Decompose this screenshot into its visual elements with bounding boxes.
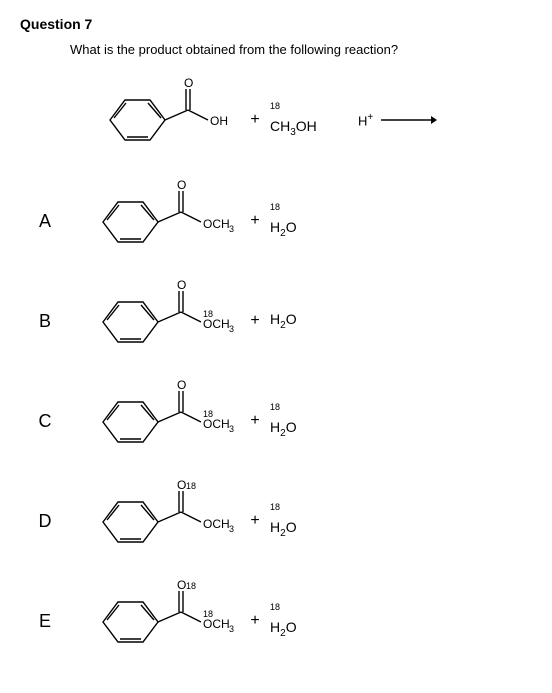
svg-text:O: O [184, 76, 193, 90]
svg-text:OCH: OCH [203, 317, 230, 331]
option-byproduct: H2O [270, 311, 340, 331]
option-row-b: B O 18 OCH 3 +H2O [20, 277, 532, 365]
svg-text:OCH: OCH [203, 617, 230, 631]
svg-text:3: 3 [229, 324, 234, 334]
reagent2: 18 CH3OH [270, 102, 340, 138]
option-plus: + [240, 412, 270, 430]
option-label: D [20, 511, 70, 532]
option-molecule: O 18 18 OCH 3 [70, 577, 240, 665]
catalyst: H+ [358, 112, 373, 128]
question-number: Question 7 [20, 16, 532, 32]
svg-text:3: 3 [229, 224, 234, 234]
svg-text:3: 3 [229, 624, 234, 634]
reaction-plus: + [240, 111, 270, 129]
arrow-icon [379, 113, 439, 127]
option-molecule: O 18 OCH 3 [70, 477, 240, 565]
option-molecule: O 18 OCH 3 [70, 277, 240, 365]
option-label: B [20, 311, 70, 332]
svg-text:3: 3 [229, 524, 234, 534]
option-plus: + [240, 612, 270, 630]
svg-text:3: 3 [229, 424, 234, 434]
svg-text:OCH: OCH [203, 217, 230, 231]
option-byproduct: 18H2O [270, 203, 340, 239]
svg-text:OCH: OCH [203, 517, 230, 531]
option-label: E [20, 611, 70, 632]
reaction-row: O OH + 18 CH3OH H+ [20, 75, 532, 165]
svg-text:18: 18 [186, 481, 196, 491]
option-byproduct: 18H2O [270, 603, 340, 639]
reactant-oh: OH [210, 114, 228, 128]
option-row-c: C O 18 OCH 3 +18H2O [20, 377, 532, 465]
option-row-d: D O 18 OCH 3 +18H2O [20, 477, 532, 565]
option-byproduct: 18H2O [270, 503, 340, 539]
option-plus: + [240, 212, 270, 230]
option-plus: + [240, 512, 270, 530]
svg-text:O: O [177, 378, 186, 392]
option-label: A [20, 211, 70, 232]
svg-text:O: O [177, 478, 186, 492]
svg-text:18: 18 [186, 581, 196, 591]
svg-text:O: O [177, 178, 186, 192]
reactant-molecule: O OH [70, 75, 240, 165]
option-molecule: O OCH 3 [70, 177, 240, 265]
question-prompt: What is the product obtained from the fo… [70, 42, 532, 57]
option-row-a: A O OCH 3 +18H2O [20, 177, 532, 265]
svg-text:O: O [177, 578, 186, 592]
svg-text:OCH: OCH [203, 417, 230, 431]
option-byproduct: 18H2O [270, 403, 340, 439]
reaction-arrow-cell: H+ [340, 112, 532, 128]
option-label: C [20, 411, 70, 432]
option-row-e: E O 18 18 OCH 3 +18H2O [20, 577, 532, 665]
option-molecule: O 18 OCH 3 [70, 377, 240, 465]
svg-text:O: O [177, 278, 186, 292]
option-plus: + [240, 312, 270, 330]
